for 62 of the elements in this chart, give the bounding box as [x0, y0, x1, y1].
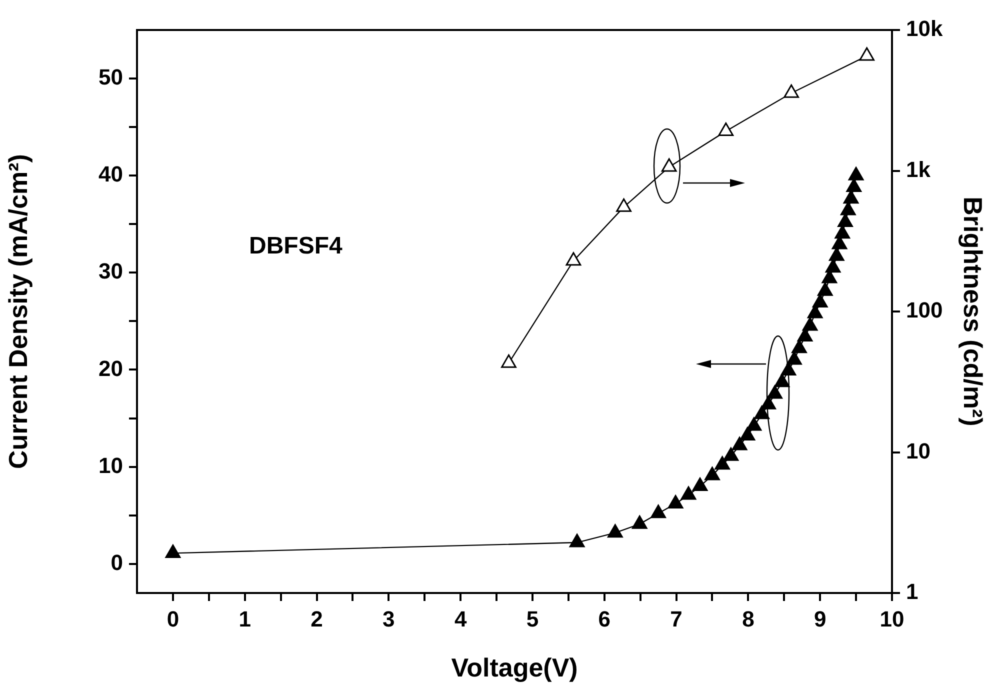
point	[838, 213, 853, 227]
y2-tick-label: 10k	[906, 16, 944, 42]
point	[784, 84, 800, 98]
point	[680, 486, 696, 500]
point	[746, 417, 762, 431]
point	[723, 447, 739, 461]
x-tick-label: 10	[880, 606, 904, 632]
point	[732, 436, 748, 450]
y-tick-label: 10	[98, 452, 123, 478]
point	[165, 544, 181, 558]
y-axis-title: Current Density (mA/cm²)	[2, 154, 33, 469]
point	[668, 494, 684, 508]
point	[661, 158, 677, 172]
point	[718, 122, 734, 136]
x-tick-label: 5	[526, 606, 539, 632]
point	[812, 294, 828, 308]
point	[786, 351, 802, 365]
point	[704, 466, 720, 480]
y-tick-label: 40	[98, 162, 123, 187]
point	[740, 427, 756, 440]
x-tick-label: 4	[454, 606, 468, 632]
point	[848, 166, 864, 180]
x-tick-label: 8	[742, 606, 754, 632]
y-tick-label: 0	[110, 550, 123, 575]
point	[817, 282, 833, 296]
x-tick-label: 0	[166, 606, 180, 632]
point	[843, 190, 859, 204]
point	[846, 178, 862, 192]
x-tick-label: 6	[598, 606, 611, 632]
point	[714, 456, 730, 470]
point	[802, 317, 818, 331]
x-tick-label: 3	[382, 606, 395, 632]
x-tick-label: 7	[670, 606, 682, 632]
y2-tick-label: 1	[906, 579, 918, 604]
point	[632, 515, 648, 529]
x-tick-label: 9	[814, 606, 826, 632]
point	[566, 252, 582, 266]
x-tick-label: 1	[238, 606, 251, 632]
y-tick-label: 30	[98, 258, 123, 284]
point	[828, 247, 844, 261]
point	[607, 524, 623, 538]
point	[840, 202, 856, 216]
point	[767, 385, 782, 399]
y2-axis-title: Brightness (cd/m²)	[958, 196, 988, 426]
point	[650, 504, 666, 518]
x-axis-title: Voltage(V)	[451, 652, 578, 683]
point	[834, 225, 850, 239]
x-tick-label: 2	[310, 606, 323, 632]
point	[792, 340, 807, 354]
point	[692, 477, 708, 491]
point	[616, 198, 632, 212]
point	[501, 354, 516, 368]
point	[774, 374, 790, 388]
y2-tick-label: 1k	[906, 156, 932, 182]
y-tick-label: 50	[98, 64, 123, 90]
y-tick-label: 20	[98, 356, 123, 381]
point	[859, 47, 875, 61]
point	[825, 259, 841, 273]
point	[569, 534, 585, 548]
y2-tick-label: 10	[906, 438, 930, 464]
annotation: DBFSF4	[249, 232, 343, 260]
y2-tick-label: 100	[906, 298, 943, 323]
